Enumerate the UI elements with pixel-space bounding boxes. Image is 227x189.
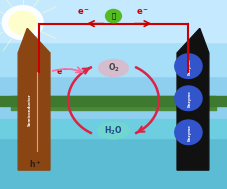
Bar — [0, 0, 227, 76]
Text: $\mathbf{O_2}$: $\mathbf{O_2}$ — [108, 62, 119, 74]
Polygon shape — [177, 28, 209, 170]
Circle shape — [2, 6, 43, 40]
Bar — [11, 96, 216, 110]
Ellipse shape — [98, 122, 129, 139]
Bar — [0, 119, 227, 138]
Bar — [0, 96, 227, 106]
Ellipse shape — [99, 60, 128, 77]
Text: Enzyme: Enzyme — [188, 90, 192, 107]
Text: $\mathbf{e^-}$: $\mathbf{e^-}$ — [77, 7, 91, 17]
Bar — [0, 123, 227, 189]
Ellipse shape — [175, 86, 202, 111]
Text: Enzyme: Enzyme — [188, 124, 192, 141]
Text: Semiconductor: Semiconductor — [27, 93, 32, 126]
Text: $\mathbf{h^+}$: $\mathbf{h^+}$ — [29, 159, 42, 170]
Text: $\mathbf{e^-}$: $\mathbf{e^-}$ — [56, 67, 68, 77]
Circle shape — [106, 9, 121, 23]
Ellipse shape — [175, 120, 202, 145]
Circle shape — [9, 11, 36, 34]
Bar — [0, 0, 227, 123]
Polygon shape — [18, 28, 50, 170]
Text: $\mathbf{H_2O}$: $\mathbf{H_2O}$ — [104, 124, 123, 137]
Text: 🌿: 🌿 — [111, 13, 116, 19]
Text: $\mathbf{e^-}$: $\mathbf{e^-}$ — [136, 7, 150, 17]
Ellipse shape — [175, 54, 202, 78]
Text: Enzyme: Enzyme — [188, 58, 192, 75]
Bar — [0, 0, 227, 42]
